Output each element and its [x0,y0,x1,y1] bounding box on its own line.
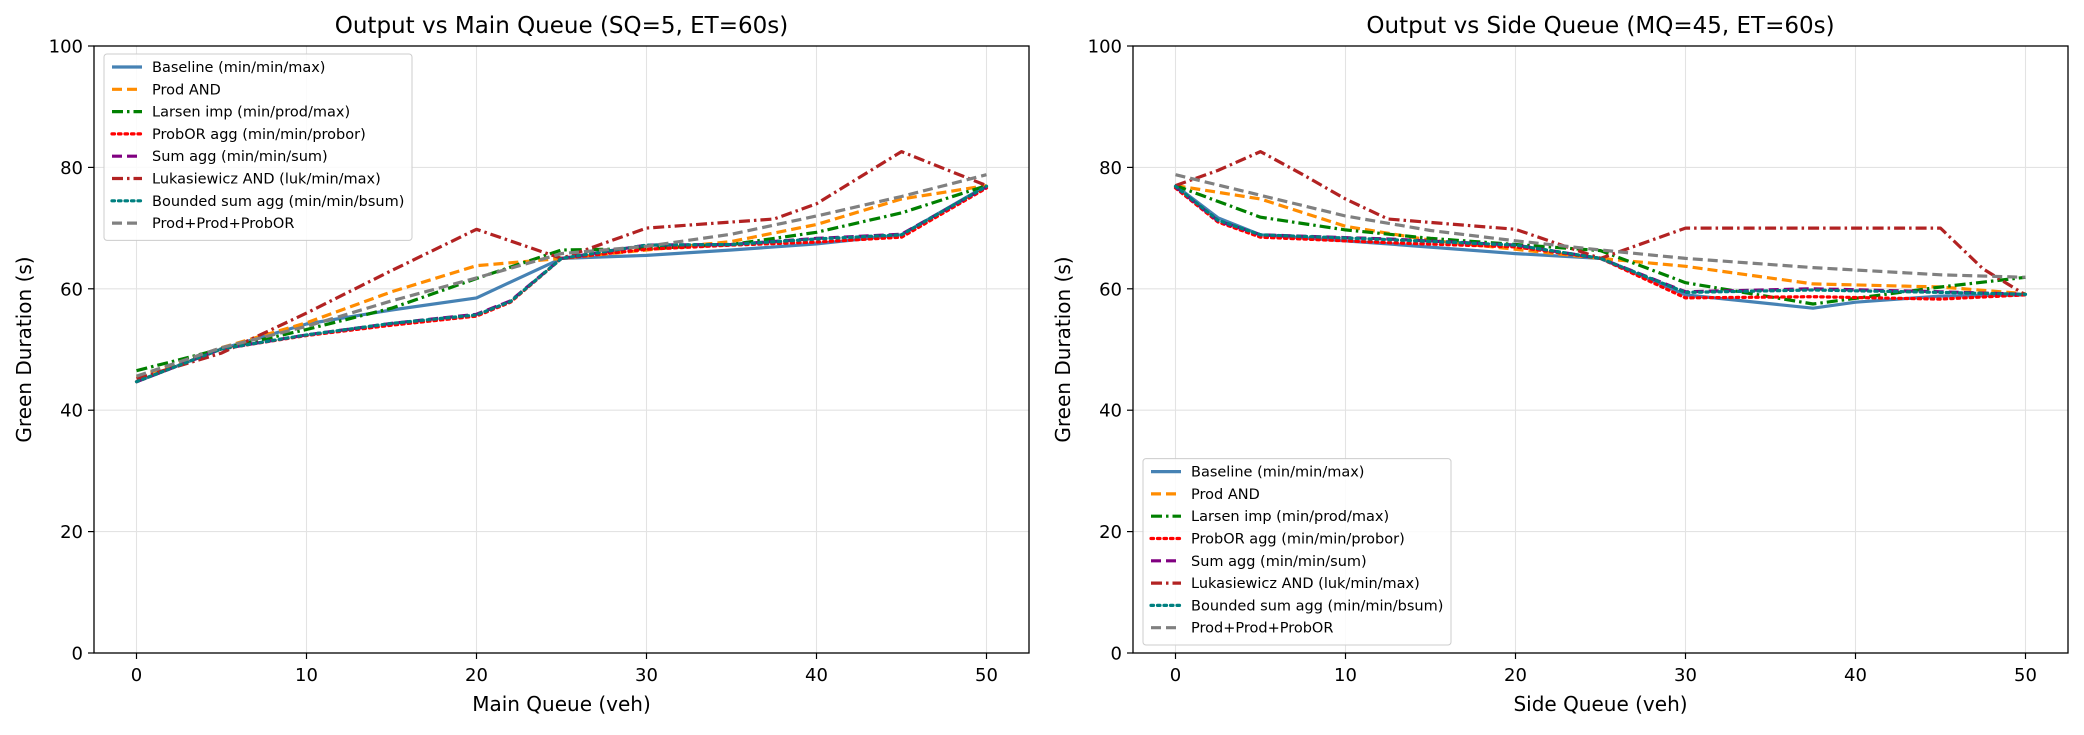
legend-label: Sum agg (min/min/sum) [1191,554,1367,570]
legend-label: Prod AND [1191,487,1260,503]
y-tick-label: 20 [1099,522,1122,543]
legend-label: Baseline (min/min/max) [152,60,325,76]
legend-label: Lukasiewicz AND (luk/min/max) [152,172,381,188]
legend: Baseline (min/min/max) Prod AND Larsen imp… [1142,458,1452,646]
x-tick-label: 40 [1844,665,1867,686]
series-line-4 [1173,186,2028,301]
x-tick-label: 10 [1334,665,1357,686]
legend-label: Lukasiewicz AND (luk/min/max) [1191,576,1420,592]
legend-label: Bounded sum agg (min/min/bsum) [152,194,404,210]
series-line-8 [1175,173,2026,279]
y-axis-label: Green Duration (s) [1051,256,1075,442]
legend: Baseline (min/min/max) Prod AND Larsen imp… [103,53,413,241]
x-tick-label: 20 [1504,665,1527,686]
legend-box [103,53,413,241]
y-tick-label: 60 [60,279,83,300]
series-line-7 [1173,184,2028,296]
legend-label: ProbOR agg (min/min/probor) [152,127,366,143]
x-tick-label: 40 [805,665,828,686]
x-tick-label: 10 [295,665,318,686]
series-group [1173,150,2028,310]
chart-panel-2: 0 10 20 30 40 50 0 20 40 60 80 100 Side Queue (veh) G… [1051,13,2069,716]
legend-label: Sum agg (min/min/sum) [152,149,328,165]
x-tick-label: 50 [975,665,998,686]
y-tick-label: 0 [72,644,83,665]
x-tick-label: 20 [465,665,488,686]
axes-frame [93,45,1030,654]
legend-label: Larsen imp (min/prod/max) [1191,509,1389,525]
series-line-3 [1174,184,2026,306]
x-tick-label: 0 [1170,665,1181,686]
x-axis-label: Main Queue (veh) [472,692,651,716]
x-tick-label: 30 [1674,665,1697,686]
chart-title: Output vs Main Queue (SQ=5, ET=60s) [335,13,788,39]
series-group [134,150,989,384]
legend-label: Prod+Prod+ProbOR [152,216,294,232]
axes-frame [1132,45,2069,654]
x-axis-label: Side Queue (veh) [1513,692,1687,716]
legend-label: Baseline (min/min/max) [1191,465,1364,481]
series-line-8 [135,173,987,378]
legend-box [1142,458,1452,646]
y-tick-label: 100 [1088,37,1122,58]
legend-label: Prod+Prod+ProbOR [1191,621,1333,637]
series-line-3 [136,184,987,373]
y-tick-label: 40 [1099,401,1122,422]
series-line-2 [1175,184,2026,296]
y-tick-label: 20 [60,522,83,543]
y-tick-label: 60 [1099,279,1122,300]
y-tick-label: 100 [49,37,83,58]
y-tick-label: 80 [60,158,83,179]
y-tick-label: 0 [1111,644,1122,665]
y-tick-label: 40 [60,401,83,422]
series-line-6 [1174,150,2027,297]
legend-label: Bounded sum agg (min/min/bsum) [1191,598,1443,614]
x-tick-label: 30 [635,665,658,686]
chart-panel-1: 0 10 20 30 40 50 0 20 40 60 80 100 Main Queue (veh) G… [12,13,1030,716]
y-tick-label: 80 [1099,158,1122,179]
legend-label: Prod AND [152,82,221,98]
series-line-7 [134,184,989,384]
series-line-5 [1174,185,2026,296]
x-tick-label: 50 [2014,665,2037,686]
x-tick-label: 0 [131,665,142,686]
legend-label: ProbOR agg (min/min/probor) [1191,532,1405,548]
y-axis-label: Green Duration (s) [12,256,36,442]
chart-title: Output vs Side Queue (MQ=45, ET=60s) [1366,13,1834,39]
legend-label: Larsen imp (min/prod/max) [152,105,350,121]
